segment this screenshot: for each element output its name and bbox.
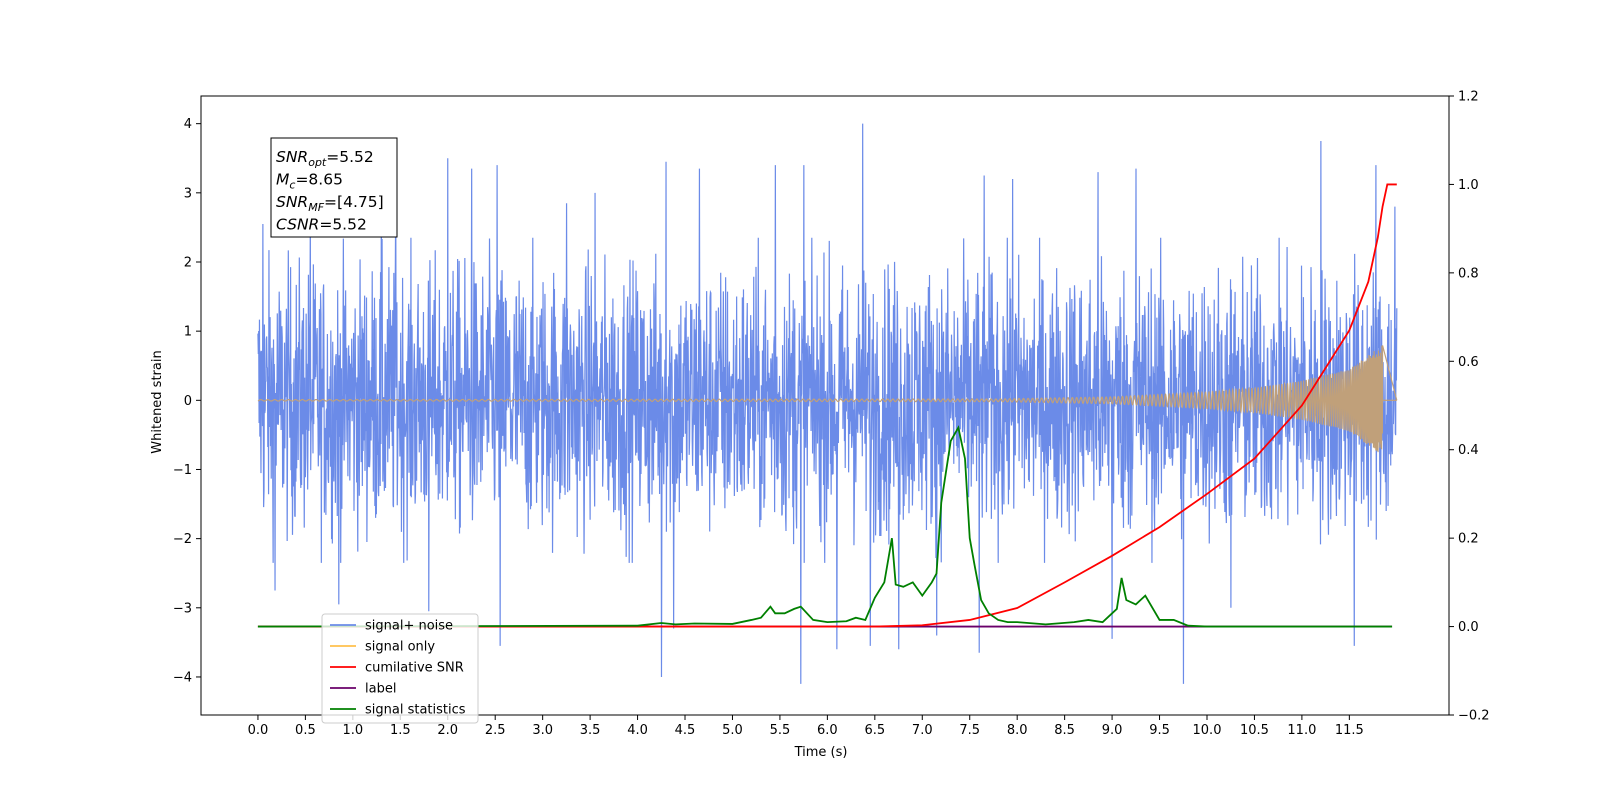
y-left-tick-label: −4: [173, 670, 192, 685]
x-tick-label: 10.0: [1193, 723, 1222, 738]
y-right-tick-label: 0.8: [1458, 266, 1479, 281]
signal-noise-line: [257, 123, 1398, 684]
x-tick-label: 5.0: [722, 723, 743, 738]
y-left-tick-label: −1: [173, 463, 192, 478]
x-tick-label: 2.5: [485, 723, 506, 738]
y-right-tick-label: 0.0: [1458, 620, 1479, 635]
y-right-tick-label: 0.4: [1458, 443, 1479, 458]
x-axis-label: Time (s): [794, 745, 848, 760]
x-tick-label: 8.5: [1054, 723, 1075, 738]
x-tick-label: 3.5: [580, 723, 601, 738]
signal-noise-series: [257, 123, 1398, 684]
y-right-tick-label: 1.0: [1458, 178, 1479, 193]
y-left-tick-label: 3: [184, 186, 192, 201]
y-axis-label: Whitened strain: [150, 350, 165, 453]
annotation-line: SNRopt=5.52: [276, 148, 374, 169]
y-right-tick-label: −0.2: [1458, 709, 1490, 724]
y-right-tick-label: 1.2: [1458, 90, 1479, 105]
x-tick-label: 3.0: [532, 723, 553, 738]
x-tick-label: 1.5: [390, 723, 411, 738]
y-left-tick-label: 4: [184, 117, 192, 132]
legend-label: cumilative SNR: [365, 661, 464, 676]
x-tick-label: 11.5: [1335, 723, 1364, 738]
y-axis-right: −0.2 0.0 0.2 0.4 0.6 0.8 1.0 1.2: [1449, 90, 1490, 724]
y-right-tick-label: 0.6: [1458, 355, 1479, 370]
signal-statistics-line: [257, 425, 1393, 628]
legend-label: signal only: [365, 640, 435, 655]
annotation-line: SNRMF=[4.75]: [276, 193, 384, 214]
y-left-tick-label: 0: [184, 394, 192, 409]
x-tick-label: 9.5: [1149, 723, 1170, 738]
x-tick-label: 0.5: [295, 723, 316, 738]
x-tick-label: 11.0: [1287, 723, 1316, 738]
y-axis-left: −4 −3 −2 −1 0 1 2 3 4: [173, 117, 201, 685]
x-tick-label: 6.5: [864, 723, 885, 738]
y-left-tick-label: 1: [184, 325, 192, 340]
annotation-line: CSNR=5.52: [276, 216, 367, 234]
legend-frame: [321, 613, 479, 724]
y-left-tick-label: 2: [184, 255, 192, 270]
plot-frame: [200, 95, 1450, 716]
legend-label: signal statistics: [365, 703, 466, 718]
x-tick-label: 10.5: [1240, 723, 1269, 738]
x-tick-label: 1.0: [343, 723, 364, 738]
y-left-tick-label: −3: [173, 601, 192, 616]
x-tick-label: 4.5: [675, 723, 696, 738]
y-right-tick-label: 0.2: [1458, 532, 1479, 547]
x-tick-label: 2.0: [437, 723, 458, 738]
signal-only-line: [257, 345, 1398, 453]
legend-label: label: [365, 682, 396, 697]
legend: signal+ noise signal only cumilative SNR la…: [321, 613, 479, 724]
x-tick-label: 7.5: [959, 723, 980, 738]
annotation-line: Mc=8.65: [276, 171, 343, 192]
x-tick-label: 0.0: [248, 723, 269, 738]
signal-only-series: [257, 345, 1398, 453]
cumilative-snr-line: [257, 183, 1397, 628]
x-tick-label: 7.0: [912, 723, 933, 738]
annotation-frame: [270, 137, 398, 238]
x-tick-label: 6.0: [817, 723, 838, 738]
x-tick-label: 4.0: [627, 723, 648, 738]
y-left-tick-label: −2: [173, 532, 192, 547]
legend-label: signal+ noise: [365, 619, 453, 634]
x-axis: 0.0 0.5 1.0 1.5 2.0 2.5 3.0 3.5 4.0 4.5 5.0 5.5 6.0 6…: [248, 715, 1364, 738]
x-tick-label: 8.0: [1007, 723, 1028, 738]
x-tick-label: 5.5: [770, 723, 791, 738]
x-tick-label: 9.0: [1102, 723, 1123, 738]
